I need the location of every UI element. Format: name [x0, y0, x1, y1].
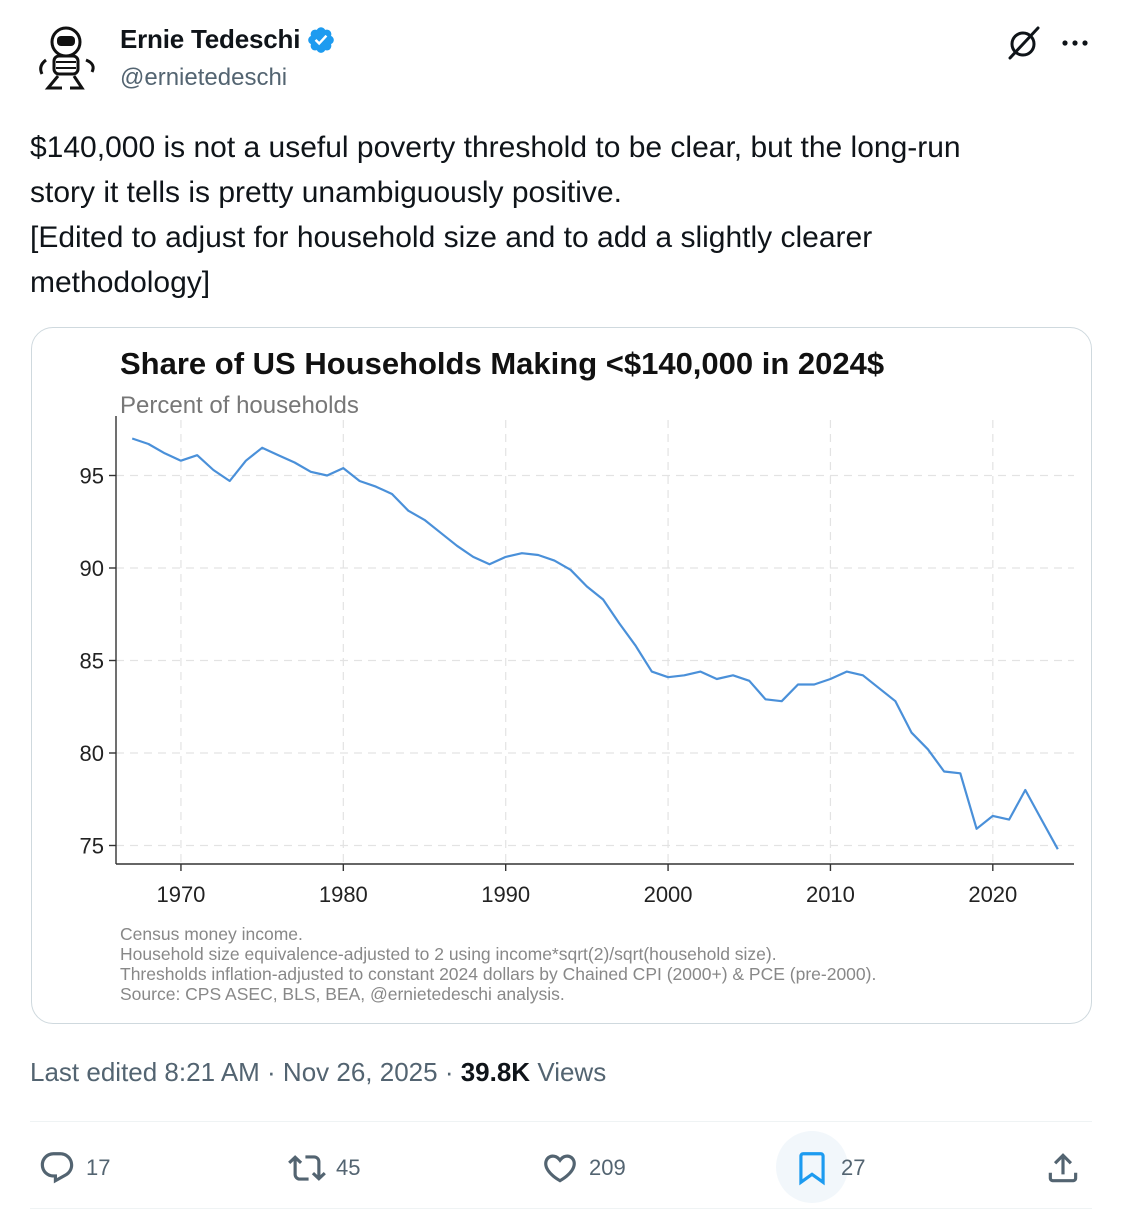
- grok-icon[interactable]: [1004, 24, 1042, 62]
- tweet-line: story it tells is pretty unambiguously p…: [30, 176, 622, 209]
- x-tick-label: 1980: [319, 882, 368, 907]
- repost-count: 45: [336, 1155, 361, 1180]
- y-tick-label: 80: [80, 741, 104, 766]
- x-tick-label: 1990: [481, 882, 530, 907]
- chart-note: Thresholds inflation-adjusted to constan…: [120, 964, 876, 984]
- share-icon: [1048, 1153, 1078, 1183]
- x-tick-label: 2020: [968, 882, 1017, 907]
- axes: [109, 416, 1074, 871]
- divider: [30, 1121, 1092, 1122]
- y-tick-label: 95: [80, 464, 104, 489]
- author-handle[interactable]: @ernietedeschi: [120, 64, 288, 91]
- views-label: Views: [530, 1057, 607, 1087]
- tweet-line: [Edited to adjust for household size and…: [30, 221, 873, 254]
- like-button[interactable]: 209: [541, 1142, 626, 1194]
- verified-badge-icon: [306, 25, 336, 55]
- avatar[interactable]: [30, 20, 102, 96]
- repost-icon: [288, 1155, 326, 1181]
- repost-button[interactable]: 45: [288, 1142, 360, 1194]
- chart-note: Household size equivalence-adjusted to 2…: [120, 944, 777, 964]
- line-chart: Share of US Households Making <$140,000 …: [80, 346, 1074, 1004]
- y-tick-label: 90: [80, 556, 104, 581]
- reply-button[interactable]: 17: [38, 1142, 110, 1194]
- chart-image[interactable]: Share of US Households Making <$140,000 …: [31, 327, 1092, 1024]
- x-tick-label: 1970: [156, 882, 205, 907]
- chart-note: Census money income.: [120, 924, 303, 944]
- reply-icon: [40, 1152, 74, 1184]
- x-tick-label: 2000: [644, 882, 693, 907]
- bookmark-count: 27: [841, 1155, 866, 1180]
- series-line: [131, 437, 1059, 850]
- tweet-meta: Last edited 8:21 AM · Nov 26, 2025 · 39.…: [30, 1057, 606, 1088]
- tick-labels: 75 80 85 90 95 1970 1980 1990 2000 2010 2020: [80, 464, 1018, 908]
- like-icon: [544, 1154, 576, 1183]
- tweet-text: $140,000 is not a useful poverty thresho…: [30, 125, 1090, 305]
- edited-timestamp[interactable]: Last edited 8:21 AM · Nov 26, 2025 ·: [30, 1057, 461, 1087]
- divider: [30, 1208, 1092, 1209]
- tweet-line: $140,000 is not a useful poverty thresho…: [30, 131, 961, 164]
- y-tick-label: 85: [80, 649, 104, 674]
- x-tick-label: 2010: [806, 882, 855, 907]
- chart-title: Share of US Households Making <$140,000 …: [120, 346, 884, 381]
- chart-subtitle: Percent of households: [120, 392, 359, 419]
- more-icon[interactable]: [1058, 26, 1092, 60]
- y-tick-label: 75: [80, 834, 104, 859]
- chart-source: Source: CPS ASEC, BLS, BEA, @ernietedesc…: [120, 984, 565, 1004]
- share-button[interactable]: [1044, 1142, 1082, 1194]
- avatar-image: [39, 26, 95, 90]
- author-row: Ernie Tedeschi: [120, 24, 336, 55]
- author-name[interactable]: Ernie Tedeschi: [120, 24, 301, 54]
- bookmark-icon: [799, 1152, 825, 1186]
- bookmark-button[interactable]: 27: [793, 1142, 865, 1194]
- reply-count: 17: [86, 1155, 111, 1180]
- grid-lines: [116, 420, 1074, 864]
- views-count: 39.8K: [460, 1057, 531, 1087]
- bookmark-hover-bg: [776, 1131, 848, 1203]
- like-count: 209: [589, 1155, 626, 1180]
- series: [131, 437, 1059, 850]
- tweet-line: methodology]: [30, 266, 211, 299]
